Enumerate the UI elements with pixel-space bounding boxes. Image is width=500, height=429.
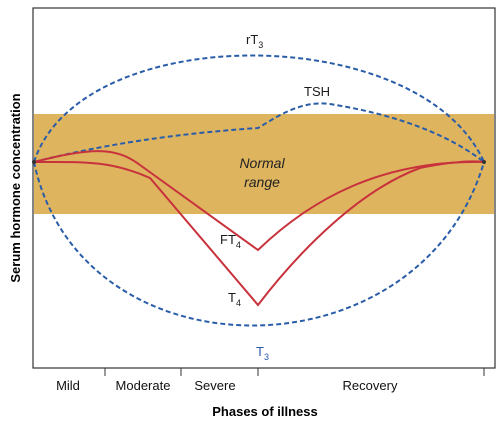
normal-range-label-line2: range (244, 174, 280, 190)
phase-label-severe: Severe (194, 378, 235, 393)
y-axis-label: Serum hormone concentration (8, 93, 23, 282)
phase-label-moderate: Moderate (116, 378, 171, 393)
ft4-label: FT4 (220, 232, 241, 250)
phase-label-recovery: Recovery (343, 378, 398, 393)
t4-label: T4 (228, 290, 241, 308)
tsh-curve (33, 102, 485, 163)
normal-range-label-line1: Normal (239, 155, 285, 171)
t4-curve (33, 160, 485, 307)
rt3-label: rT3 (246, 32, 263, 50)
ft4-curve (33, 150, 485, 252)
rt3-curve (33, 54, 485, 163)
normal-range-band (34, 114, 494, 214)
x-axis-label: Phases of illness (212, 404, 318, 419)
right-convergence-point (482, 160, 486, 164)
tsh-label: TSH (304, 84, 330, 99)
t3-curve (33, 161, 485, 327)
left-convergence-point (32, 160, 36, 164)
t3-label: T3 (256, 344, 269, 362)
phase-label-mild: Mild (56, 378, 80, 393)
